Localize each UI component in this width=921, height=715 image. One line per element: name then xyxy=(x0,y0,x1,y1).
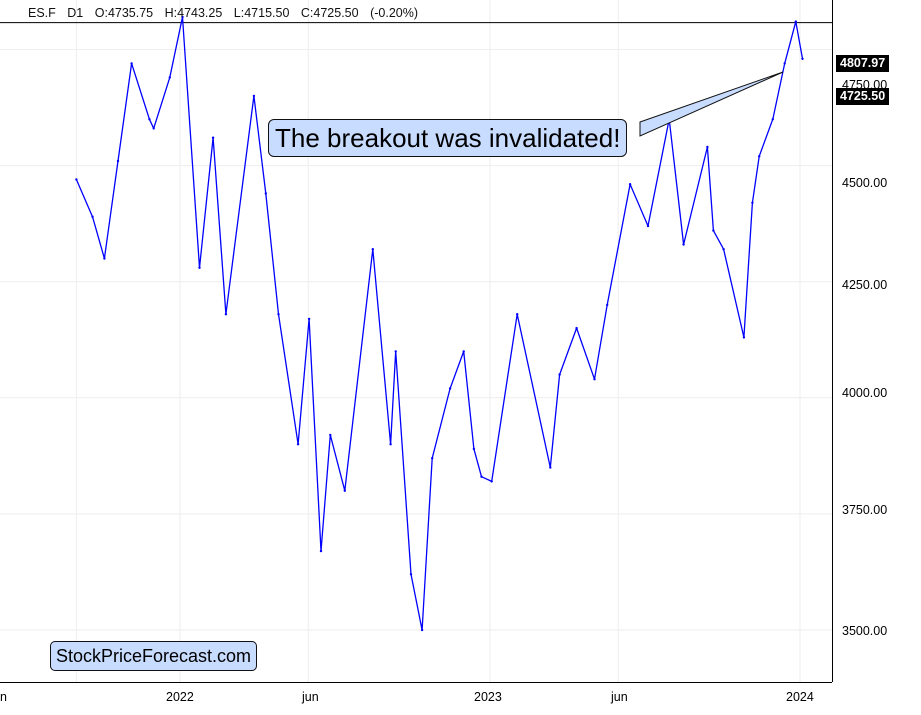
callout-pointer xyxy=(639,71,784,137)
price-point xyxy=(549,466,552,469)
price-point xyxy=(307,317,311,321)
price-point xyxy=(224,313,228,316)
price-point xyxy=(751,201,754,204)
price-point xyxy=(152,127,155,130)
price-point xyxy=(168,76,171,79)
timeframe: D1 xyxy=(67,6,84,20)
price-point xyxy=(252,94,256,98)
price-point xyxy=(264,192,267,195)
price-point xyxy=(490,480,493,483)
price-point xyxy=(606,303,609,307)
annotation-callout: The breakout was invalidated! xyxy=(268,119,628,157)
x-tick-label: jun xyxy=(610,690,628,704)
price-point xyxy=(558,373,561,376)
price-point xyxy=(771,118,774,121)
watermark-label: StockPriceForecast.com xyxy=(50,641,258,671)
x-tick-label: jun xyxy=(301,690,319,704)
price-point xyxy=(181,15,184,19)
symbol-name: ES.F xyxy=(28,6,56,20)
close-value: C:4725.50 xyxy=(300,6,359,20)
price-point xyxy=(198,266,201,269)
price-point xyxy=(794,20,797,23)
price-point xyxy=(480,475,483,478)
price-point xyxy=(722,248,725,251)
price-point xyxy=(448,387,452,390)
price-point xyxy=(148,118,151,121)
price-point xyxy=(296,443,300,446)
price-point xyxy=(319,549,323,553)
price-point xyxy=(712,229,715,232)
price-point xyxy=(516,313,519,316)
price-point xyxy=(706,145,709,149)
price-point xyxy=(389,443,392,446)
price-point xyxy=(211,136,215,139)
time-axis: n 2022 jun 2023 jun 2024 xyxy=(0,690,814,704)
price-point xyxy=(431,457,434,460)
y-tick-label: 4000.00 xyxy=(842,386,887,400)
change-value: (-0.20%) xyxy=(370,6,418,20)
price-point xyxy=(628,183,632,186)
price-point xyxy=(75,178,78,181)
y-tick-label: 4500.00 xyxy=(842,176,887,190)
x-tick-label: 2023 xyxy=(474,690,502,704)
price-point xyxy=(91,215,94,218)
price-point xyxy=(329,433,332,437)
price-point xyxy=(409,573,413,576)
price-point xyxy=(758,155,761,158)
price-point xyxy=(462,350,465,353)
price-point xyxy=(116,159,120,163)
price-axis: 3500.00 3750.00 4000.00 4250.00 4500.00 … xyxy=(842,78,887,638)
price-point xyxy=(130,62,133,65)
y-tick-label: 3750.00 xyxy=(842,503,887,517)
y-tick-label: 4250.00 xyxy=(842,278,887,292)
low-value: L:4715.50 xyxy=(233,6,290,20)
symbol-header: ES.F D1 O:4735.75 H:4743.25 L:4715.50 C:… xyxy=(28,6,426,20)
horizontal-line-price-label: 4807.97 xyxy=(836,55,890,72)
price-point xyxy=(593,378,596,381)
price-point xyxy=(682,243,685,246)
open-value: O:4735.75 xyxy=(94,6,154,20)
price-point xyxy=(783,62,786,65)
price-point xyxy=(742,336,746,339)
price-point xyxy=(277,313,280,316)
price-point xyxy=(420,628,424,632)
price-point xyxy=(575,326,578,330)
price-points xyxy=(75,15,804,632)
price-point xyxy=(371,248,374,251)
y-tick-label: 3500.00 xyxy=(842,624,887,638)
price-point xyxy=(472,447,476,451)
price-point xyxy=(646,224,650,228)
x-tick-label: n xyxy=(0,690,7,704)
price-point xyxy=(801,57,804,60)
price-point xyxy=(394,350,397,353)
high-value: H:4743.25 xyxy=(164,6,223,20)
grid-lines xyxy=(0,0,832,682)
x-tick-label: 2024 xyxy=(786,690,814,704)
price-point xyxy=(103,257,106,260)
price-point xyxy=(343,489,346,492)
x-tick-label: 2022 xyxy=(166,690,194,704)
last-price-label: 4725.50 xyxy=(836,88,890,105)
